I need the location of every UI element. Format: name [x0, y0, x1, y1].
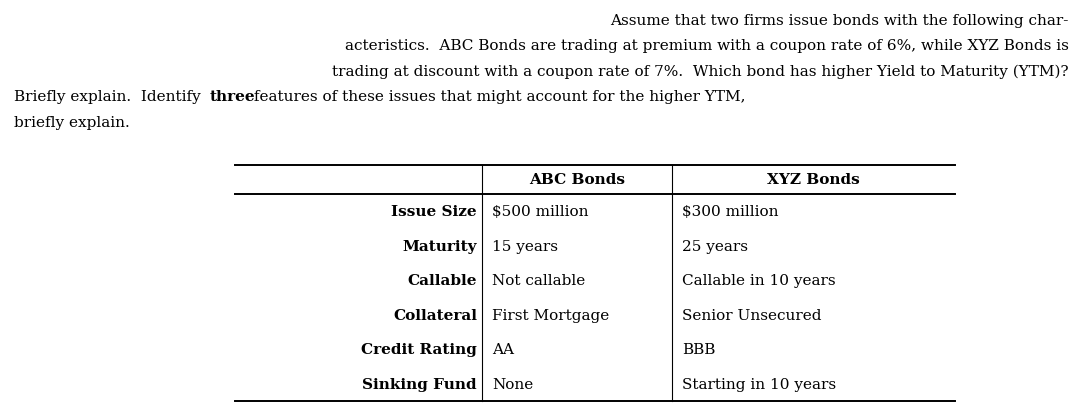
- Text: trading at discount with a coupon rate of 7%.  Which bond has higher Yield to Ma: trading at discount with a coupon rate o…: [332, 65, 1069, 79]
- Text: Assume that two firms issue bonds with the following char-: Assume that two firms issue bonds with t…: [611, 14, 1069, 28]
- Text: three: three: [209, 90, 256, 104]
- Text: None: None: [492, 377, 533, 391]
- Text: Callable: Callable: [408, 273, 477, 287]
- Text: AA: AA: [492, 342, 514, 356]
- Text: features of these issues that might account for the higher YTM,: features of these issues that might acco…: [248, 90, 745, 104]
- Text: BBB: BBB: [682, 342, 715, 356]
- Text: 15 years: 15 years: [492, 239, 558, 253]
- Text: Issue Size: Issue Size: [392, 204, 477, 218]
- Text: briefly explain.: briefly explain.: [14, 116, 130, 130]
- Text: $300 million: $300 million: [682, 204, 779, 218]
- Text: Maturity: Maturity: [403, 239, 477, 253]
- Text: XYZ Bonds: XYZ Bonds: [767, 173, 860, 187]
- Text: Callable in 10 years: Callable in 10 years: [682, 273, 835, 287]
- Text: $500 million: $500 million: [492, 204, 588, 218]
- Text: Starting in 10 years: Starting in 10 years: [682, 377, 837, 391]
- Text: Senior Unsecured: Senior Unsecured: [682, 308, 821, 322]
- Text: Credit Rating: Credit Rating: [361, 342, 477, 356]
- Text: First Mortgage: First Mortgage: [492, 308, 610, 322]
- Text: Not callable: Not callable: [492, 273, 585, 287]
- Text: Sinking Fund: Sinking Fund: [362, 377, 477, 391]
- Text: acteristics.  ABC Bonds are trading at premium with a coupon rate of 6%, while X: acteristics. ABC Bonds are trading at pr…: [345, 39, 1069, 53]
- Text: ABC Bonds: ABC Bonds: [529, 173, 625, 187]
- Text: Collateral: Collateral: [393, 308, 477, 322]
- Text: Briefly explain.  Identify: Briefly explain. Identify: [14, 90, 206, 104]
- Text: 25 years: 25 years: [682, 239, 748, 253]
